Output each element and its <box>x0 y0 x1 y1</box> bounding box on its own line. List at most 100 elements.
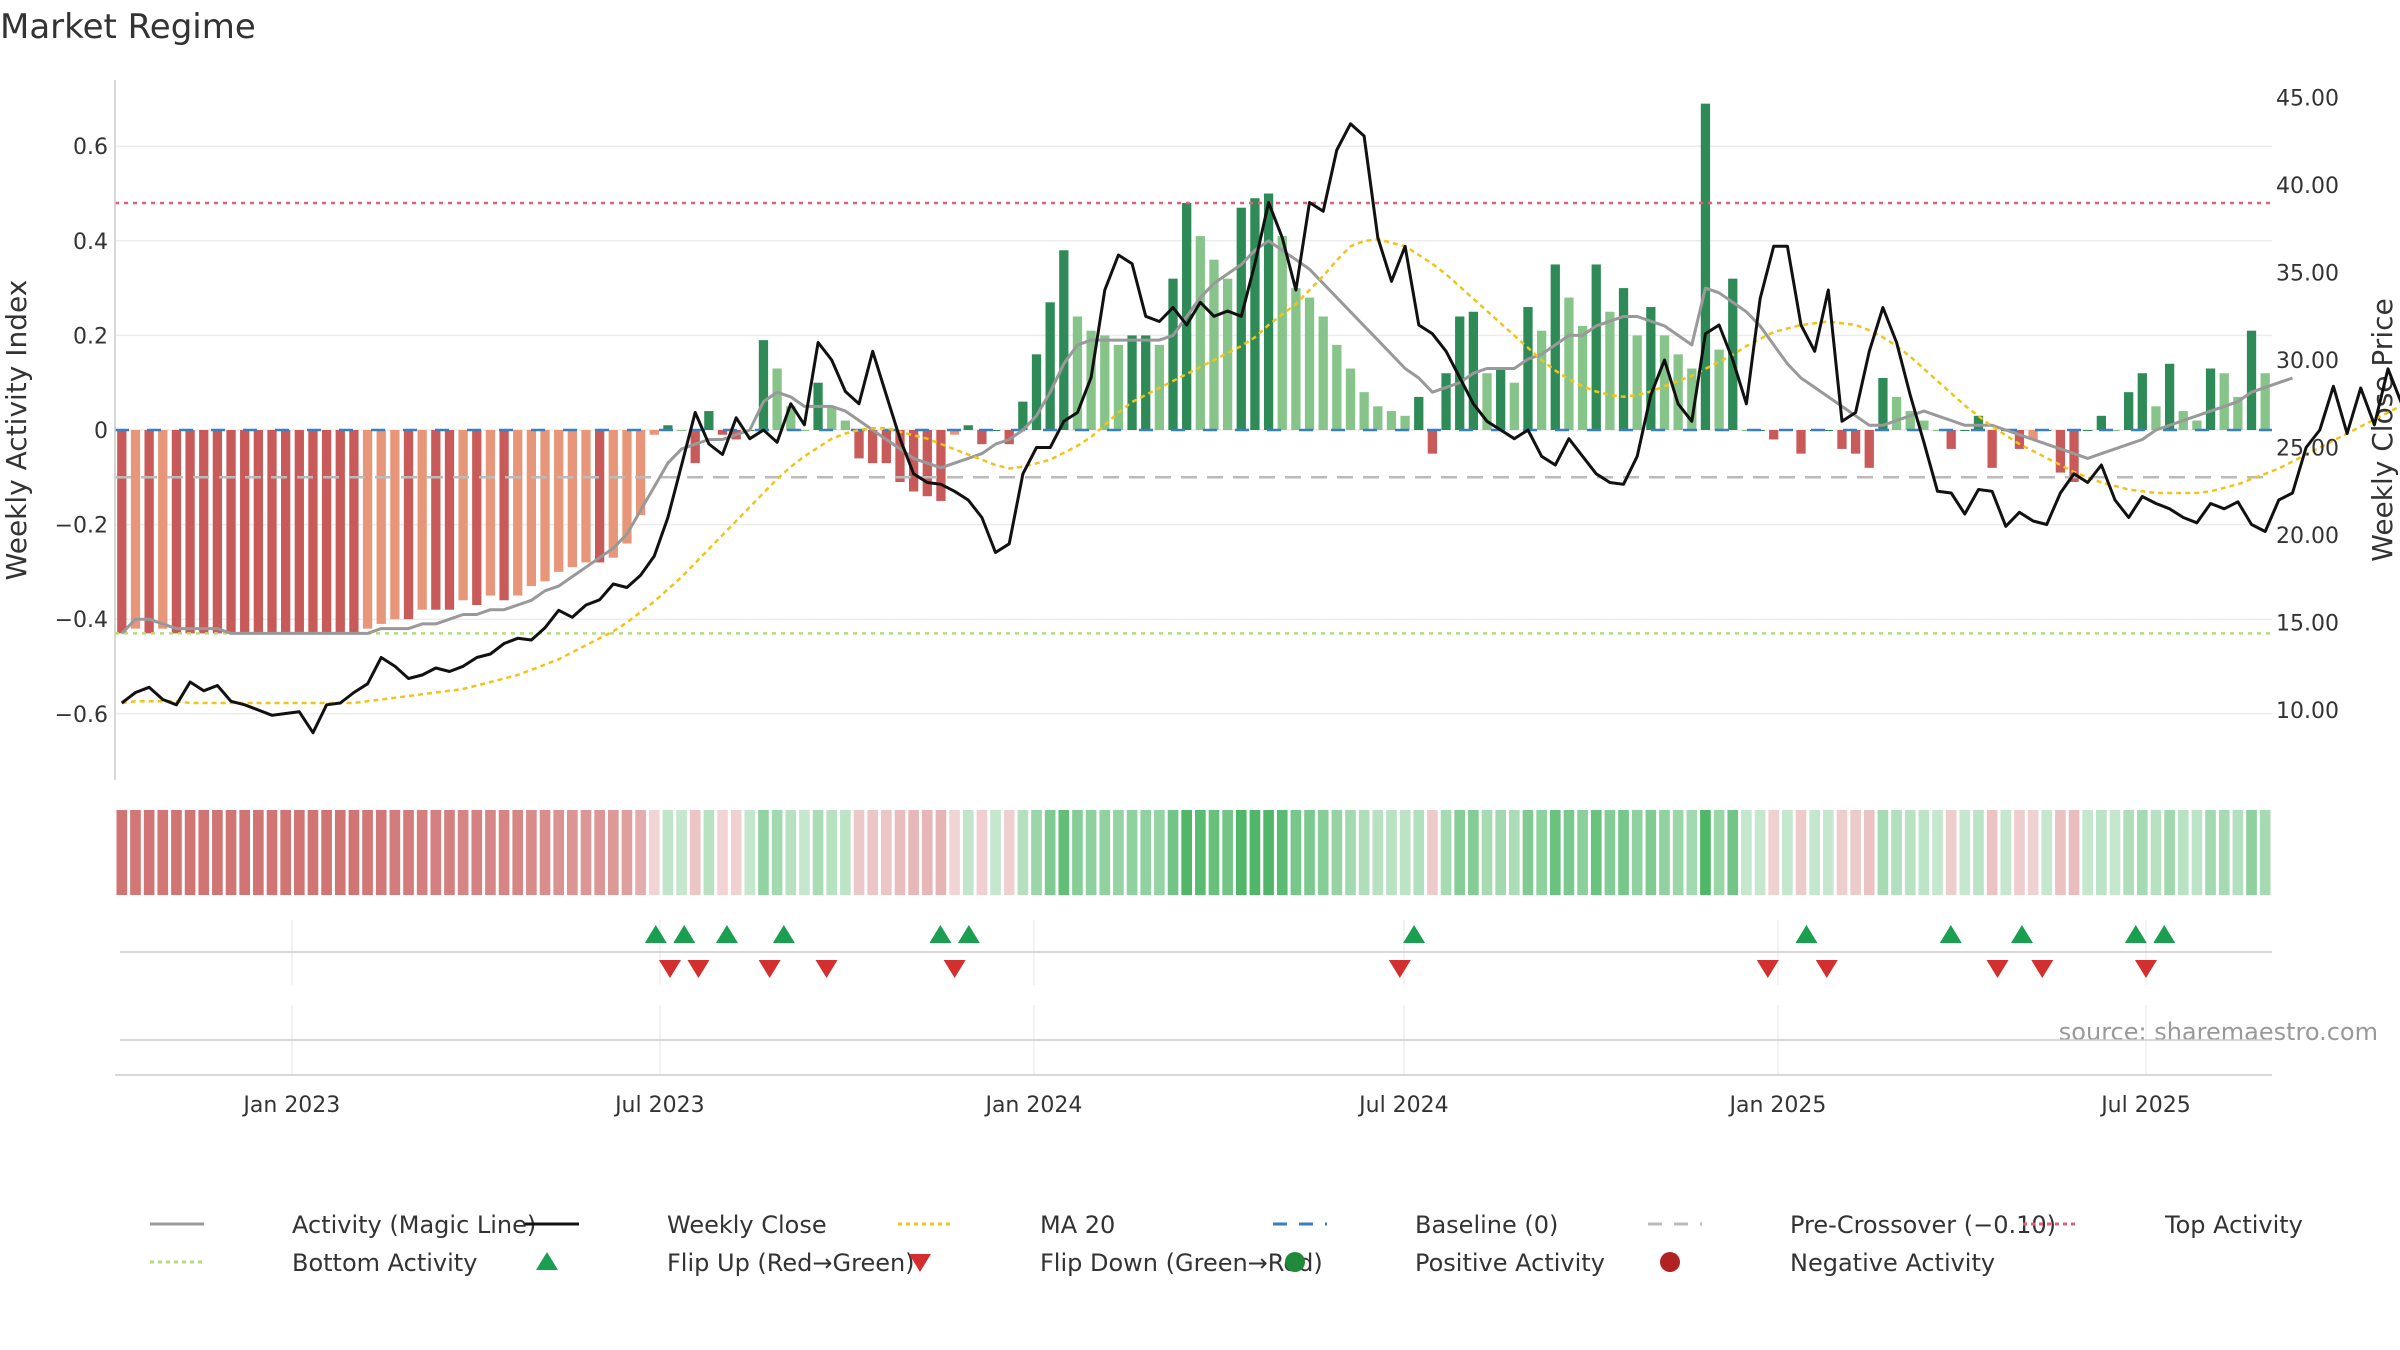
heat-cell <box>1672 810 1684 895</box>
heat-cell <box>1986 810 1998 895</box>
legend-item: Pre-Crossover (−0.10) <box>1648 1211 2056 1239</box>
heat-cell <box>812 810 824 895</box>
legend-label: Bottom Activity <box>292 1249 477 1277</box>
activity-bar <box>117 430 127 634</box>
date-tick-label: Jan 2024 <box>983 1093 1082 1118</box>
heat-cell <box>1973 810 1984 895</box>
heat-cell <box>198 810 210 895</box>
activity-bar <box>1700 103 1711 430</box>
heat-cell <box>2164 810 2175 895</box>
heat-cell <box>594 810 605 895</box>
heat-cell <box>2191 810 2203 895</box>
right-axis-title: Weekly Close Price <box>2366 298 2399 561</box>
activity-bar <box>868 430 878 464</box>
legend-swatch <box>1660 1252 1680 1272</box>
heat-cell <box>1031 810 1042 895</box>
heat-cell <box>1522 810 1534 895</box>
right-tick-label: 45.00 <box>2276 87 2339 112</box>
activity-bar <box>840 420 851 430</box>
activity-bar <box>1468 311 1479 430</box>
heat-cell <box>1208 810 1220 895</box>
heat-cell <box>1195 810 1206 895</box>
legend-item: Baseline (0) <box>1273 1211 1558 1239</box>
flip-down-marker <box>2031 960 2054 978</box>
activity-bar <box>1386 411 1397 430</box>
activity-bar <box>2124 392 2134 430</box>
activity-bar <box>608 430 618 558</box>
heat-cell <box>1290 810 1302 895</box>
activity-bar <box>2151 406 2161 430</box>
activity-bar <box>403 430 414 620</box>
activity-bar <box>1618 288 1629 430</box>
heat-cell <box>635 810 646 895</box>
activity-bar <box>717 430 728 435</box>
activity-bar <box>1222 278 1233 430</box>
flip-up-marker <box>1795 925 1818 943</box>
activity-bar <box>171 430 182 634</box>
activity-bar <box>1113 344 1124 430</box>
activity-bar <box>977 430 987 445</box>
heat-cell <box>1508 810 1520 895</box>
legend-swatch <box>536 1252 558 1270</box>
activity-bar <box>1837 430 1847 449</box>
heat-cell <box>1263 810 1274 895</box>
heat-cell <box>1686 810 1698 895</box>
date-tick-label: Jan 2025 <box>1728 1093 1827 1118</box>
heat-cell <box>1727 810 1739 895</box>
activity-bar <box>2110 430 2120 431</box>
flip-down-marker <box>1756 960 1779 978</box>
heat-cell <box>2259 810 2271 895</box>
heat-cell <box>512 810 524 895</box>
heat-cell <box>1222 810 1233 895</box>
activity-bar <box>895 430 905 483</box>
flip-down-marker <box>687 960 710 978</box>
activity-bar <box>1687 368 1697 430</box>
activity-bar <box>1018 401 1028 430</box>
heat-cell <box>1809 810 1820 895</box>
activity-bar <box>1932 430 1943 431</box>
heat-cell <box>2068 810 2080 895</box>
flip-up-marker <box>715 925 738 943</box>
heat-cell <box>1017 810 1029 895</box>
heat-cell <box>389 810 401 895</box>
heat-cell <box>1741 810 1752 895</box>
legend-item: Positive Activity <box>1285 1249 1605 1277</box>
right-tick-label: 25.00 <box>2276 437 2339 462</box>
flip-down-marker <box>758 960 781 978</box>
activity-bar <box>1168 278 1178 430</box>
heat-cell <box>1590 810 1602 895</box>
activity-bar <box>936 430 946 501</box>
activity-bars <box>117 103 2270 634</box>
flip-down-marker <box>1986 960 2009 978</box>
flip-down-marker <box>815 960 838 978</box>
heat-cell <box>1481 810 1493 895</box>
reference-lines <box>115 201 2272 635</box>
left-tick-label: 0.4 <box>73 230 108 255</box>
activity-bar <box>2205 368 2216 430</box>
heat-cell <box>730 810 742 895</box>
activity-bar <box>431 430 441 610</box>
activity-bar <box>963 425 973 430</box>
heat-cell <box>1754 810 1766 895</box>
heat-cell <box>1932 810 1943 895</box>
left-axis-title: Weekly Activity Index <box>0 280 33 581</box>
activity-bar <box>349 430 359 634</box>
heat-cell <box>1645 810 1657 895</box>
heat-cell <box>1386 810 1397 895</box>
heat-cell <box>567 810 578 895</box>
heat-cell <box>949 810 960 895</box>
activity-bar <box>1400 415 1410 430</box>
activity-bar <box>294 430 304 634</box>
heat-cell <box>771 810 783 895</box>
heat-cell <box>1044 810 1056 895</box>
activity-bar <box>2069 430 2079 483</box>
activity-bar <box>1127 335 1137 430</box>
flip-up-marker <box>2010 925 2033 943</box>
heat-cell <box>1358 810 1370 895</box>
flip-markers <box>644 925 2176 978</box>
activity-bar <box>949 430 960 435</box>
heat-cell <box>1631 810 1643 895</box>
heat-cell <box>307 810 319 895</box>
activity-bar <box>690 430 700 464</box>
